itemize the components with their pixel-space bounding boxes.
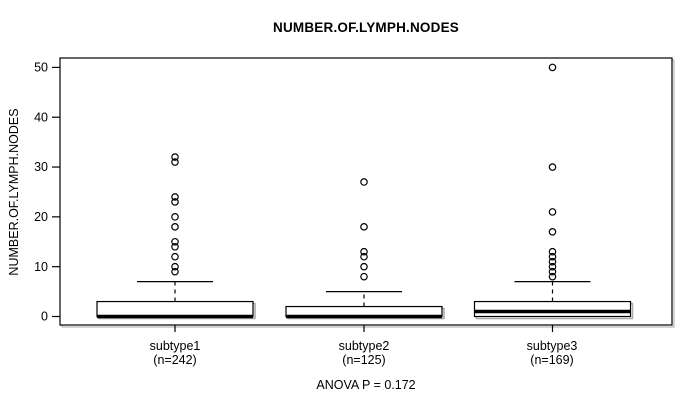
outlier-point <box>360 247 368 256</box>
group-label: subtype3 <box>526 339 578 353</box>
outlier-point <box>360 178 368 186</box>
group-n: (n=242) <box>153 353 197 367</box>
outlier-point <box>360 252 368 261</box>
outlier-point <box>360 223 368 231</box>
chart-title: NUMBER.OF.LYMPH.NODES <box>273 20 459 35</box>
outlier-point <box>171 158 179 166</box>
y-tick-label: 30 <box>34 160 48 174</box>
outlier-point <box>548 272 557 281</box>
outlier-point <box>171 262 179 271</box>
box <box>96 300 254 318</box>
y-tick-label: 20 <box>34 210 48 224</box>
outlier-point <box>548 252 557 261</box>
box <box>473 300 632 318</box>
y-tick-label: 50 <box>34 61 48 75</box>
plot-frame <box>59 57 673 326</box>
y-tick-label: 10 <box>34 260 48 274</box>
outlier-point <box>548 262 557 271</box>
x-tick-label-subtype3: subtype3 (n=169) <box>477 339 627 367</box>
outlier-point <box>171 267 179 276</box>
outlier-point <box>171 153 179 161</box>
outlier-point <box>171 252 179 261</box>
outlier-point <box>171 198 179 206</box>
group-label: subtype2 <box>338 339 390 353</box>
y-tick-label: 40 <box>34 110 48 124</box>
outlier-point <box>548 267 557 276</box>
outlier-point <box>171 237 179 246</box>
outlier-point <box>548 163 557 171</box>
x-tick-label-subtype2: subtype2 (n=125) <box>289 339 439 367</box>
outlier-point <box>360 272 368 281</box>
group-label: subtype1 <box>149 339 201 353</box>
outlier-point <box>171 223 179 231</box>
outlier-point <box>548 247 557 256</box>
group-n: (n=169) <box>530 353 574 367</box>
outlier-point <box>548 228 557 236</box>
y-tick-label: 0 <box>41 310 48 324</box>
group-n: (n=125) <box>342 353 386 367</box>
x-tick-label-subtype1: subtype1 (n=242) <box>100 339 250 367</box>
outlier-point <box>548 63 557 72</box>
outlier-point <box>171 213 179 221</box>
outlier-point <box>171 193 179 201</box>
outlier-point <box>360 262 368 271</box>
outlier-point <box>548 208 557 216</box>
anova-annotation: ANOVA P = 0.172 <box>316 378 416 392</box>
outlier-point <box>548 257 557 266</box>
outlier-point <box>171 242 179 251</box>
